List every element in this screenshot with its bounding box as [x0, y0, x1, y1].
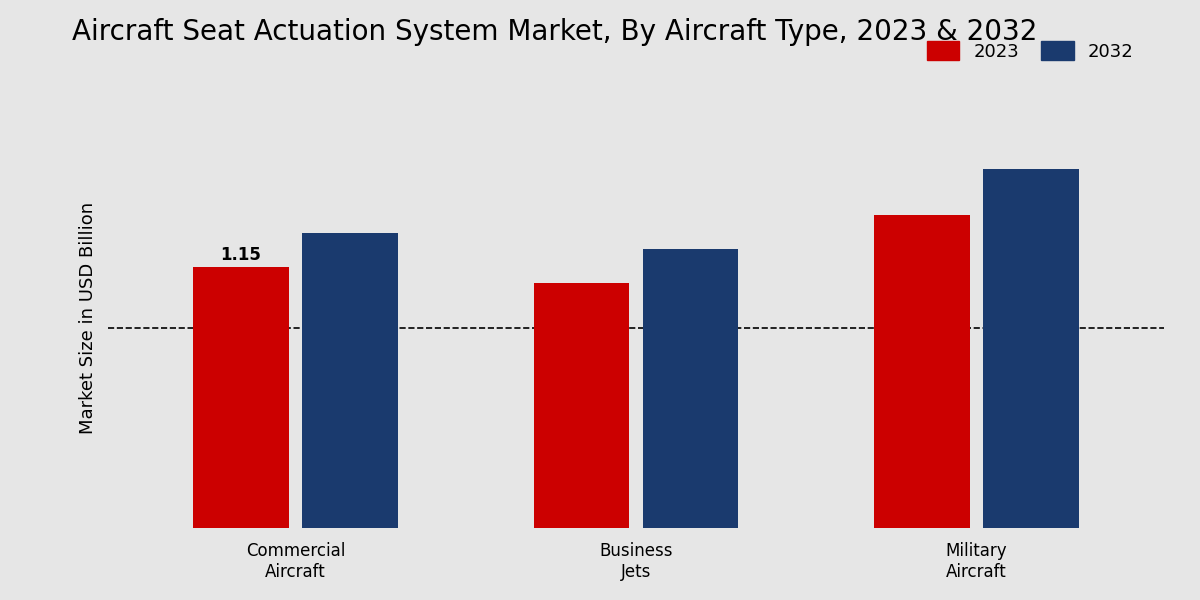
- Bar: [302, 233, 397, 528]
- Text: Aircraft Seat Actuation System Market, By Aircraft Type, 2023 & 2032: Aircraft Seat Actuation System Market, B…: [72, 18, 1037, 46]
- Bar: [534, 283, 629, 528]
- Text: 1.15: 1.15: [221, 245, 262, 263]
- Bar: [193, 267, 288, 528]
- Bar: [984, 169, 1079, 528]
- Legend: 2023, 2032: 2023, 2032: [926, 41, 1134, 61]
- Bar: [643, 249, 738, 528]
- Y-axis label: Market Size in USD Billion: Market Size in USD Billion: [79, 202, 97, 434]
- Bar: [875, 215, 970, 528]
